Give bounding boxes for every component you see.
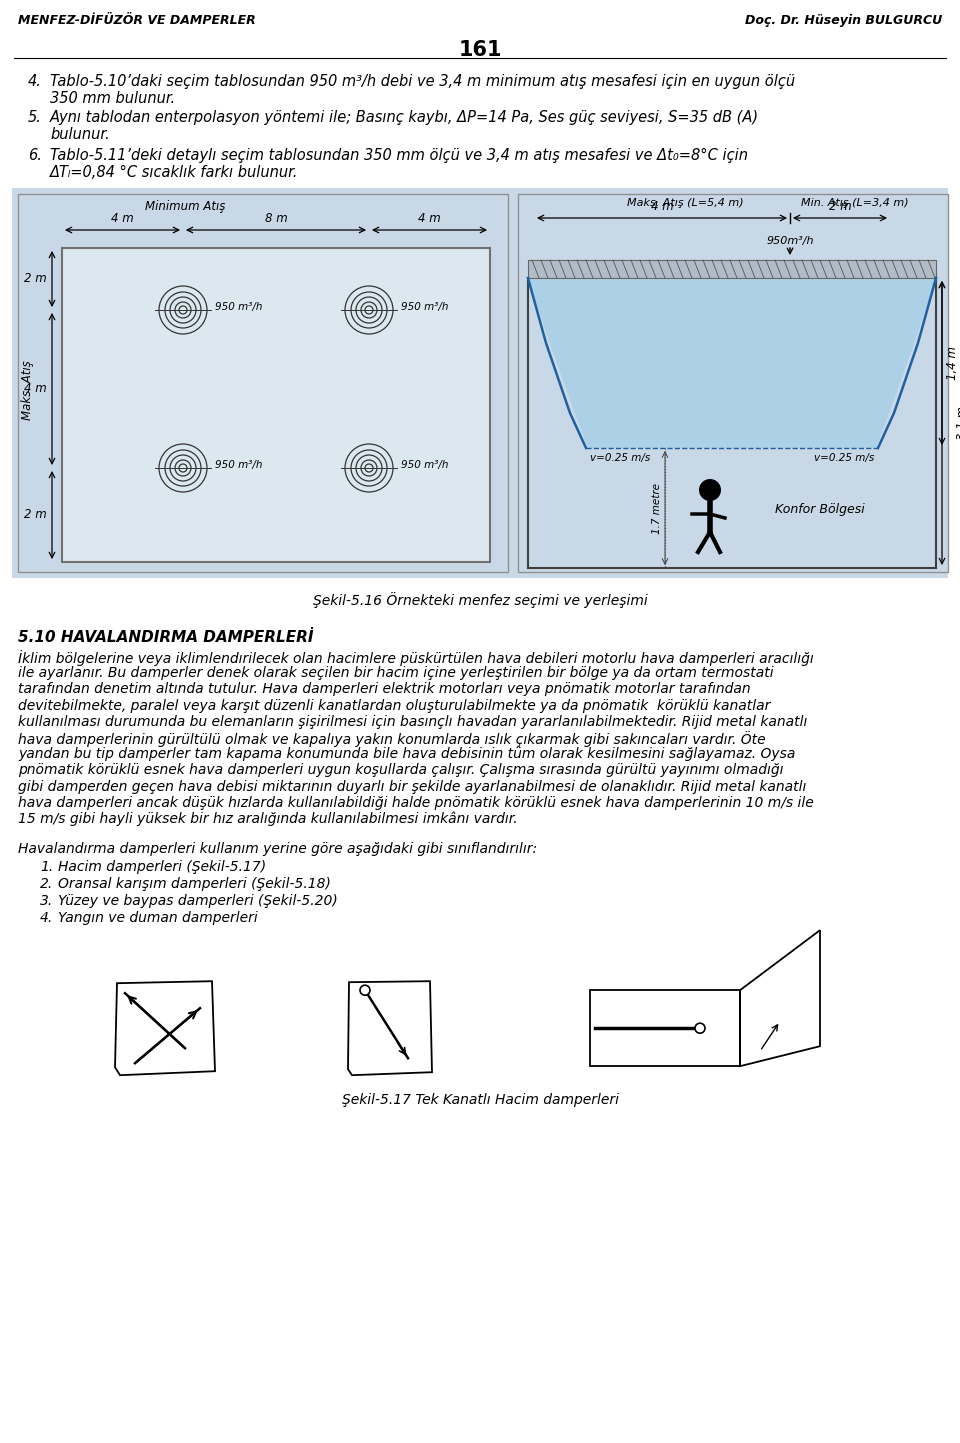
Bar xyxy=(18,193,508,571)
Text: hava damperlerinin gürültülü olmak ve kapalıya yakın konumlarda ıslık çıkarmak g: hava damperlerinin gürültülü olmak ve ka… xyxy=(18,732,766,747)
Bar xyxy=(590,990,740,1066)
Text: 4.: 4. xyxy=(40,911,53,925)
Text: 950 m³/h: 950 m³/h xyxy=(401,302,448,312)
Text: 1.: 1. xyxy=(40,860,53,874)
Text: 2 m: 2 m xyxy=(24,273,47,286)
Circle shape xyxy=(699,479,721,501)
Text: 161: 161 xyxy=(458,40,502,61)
Text: ile ayarlanır. Bu damperler denek olarak seçilen bir hacim içine yerleştirilen b: ile ayarlanır. Bu damperler denek olarak… xyxy=(18,667,774,680)
Text: 4 m: 4 m xyxy=(651,201,673,214)
Text: 950 m³/h: 950 m³/h xyxy=(215,302,262,312)
Text: gibi damperden geçen hava debisi miktarının duyarlı bir şekilde ayarlanabilmesi : gibi damperden geçen hava debisi miktarı… xyxy=(18,779,806,794)
Text: 6.: 6. xyxy=(28,149,42,163)
Bar xyxy=(528,260,936,278)
Text: bulunur.: bulunur. xyxy=(50,127,109,141)
Text: 4.: 4. xyxy=(28,74,42,89)
Text: Konfor Bölgesi: Konfor Bölgesi xyxy=(775,504,865,517)
Text: Hacim damperleri (Şekil-5.17): Hacim damperleri (Şekil-5.17) xyxy=(58,860,266,874)
Text: 5.: 5. xyxy=(28,110,42,126)
Text: 3.: 3. xyxy=(40,895,53,908)
Text: 5.10 HAVALANDIRMA DAMPERLERİ: 5.10 HAVALANDIRMA DAMPERLERİ xyxy=(18,631,314,645)
Text: İklim bölgelerine veya iklimlendırilecek olan hacimlere püskürtülen hava debiler: İklim bölgelerine veya iklimlendırilecek… xyxy=(18,649,814,667)
Text: Maks. Atış: Maks. Atış xyxy=(21,361,35,420)
Text: 4 m: 4 m xyxy=(24,382,47,395)
Text: Havalandırma damperleri kullanım yerine göre aşağıdaki gibi sınıflandırılır:: Havalandırma damperleri kullanım yerine … xyxy=(18,843,538,856)
Text: v=0.25 m/s: v=0.25 m/s xyxy=(590,453,650,463)
Text: 350 mm bulunur.: 350 mm bulunur. xyxy=(50,91,175,105)
Text: tarafından denetim altında tutulur. Hava damperleri elektrik motorları veya pnöm: tarafından denetim altında tutulur. Hava… xyxy=(18,683,751,697)
Text: Tablo-5.10’daki seçim tablosundan 950 m³/h debi ve 3,4 m minimum atış mesafesi i: Tablo-5.10’daki seçim tablosundan 950 m³… xyxy=(50,74,795,89)
Text: hava damperleri ancak düşük hızlarda kullanılabildiği halde pnömatik körüklü esn: hava damperleri ancak düşük hızlarda kul… xyxy=(18,795,814,810)
Text: Şekil-5.16 Örnekteki menfez seçimi ve yerleşimi: Şekil-5.16 Örnekteki menfez seçimi ve ye… xyxy=(313,592,647,608)
Bar xyxy=(12,188,948,579)
Circle shape xyxy=(360,986,370,996)
Text: Yangın ve duman damperleri: Yangın ve duman damperleri xyxy=(58,911,257,925)
Bar xyxy=(518,193,948,571)
Text: devitebilmekte, paralel veya karşıt düzenli kanatlardan oluşturulabilmekte ya da: devitebilmekte, paralel veya karşıt düze… xyxy=(18,698,770,713)
Text: 2 m: 2 m xyxy=(24,508,47,521)
Text: Aynı tablodan enterpolasyon yöntemi ile; Basınç kaybı, ΔP=14 Pa, Ses güç seviyes: Aynı tablodan enterpolasyon yöntemi ile;… xyxy=(50,110,759,126)
Text: pnömatik körüklü esnek hava damperleri uygun koşullarda çalışır. Çalışma sırasın: pnömatik körüklü esnek hava damperleri u… xyxy=(18,763,783,778)
Text: kullanılması durumunda bu elemanların şişirilmesi için basınçlı havadan yararlan: kullanılması durumunda bu elemanların şi… xyxy=(18,714,807,729)
Text: MENFEZ-DİFÜZÖR VE DAMPERLER: MENFEZ-DİFÜZÖR VE DAMPERLER xyxy=(18,14,255,27)
Text: Min. Atış (L=3,4 m): Min. Atış (L=3,4 m) xyxy=(802,198,909,208)
Polygon shape xyxy=(528,278,936,447)
Text: 2.: 2. xyxy=(40,877,53,892)
Text: 4 m: 4 m xyxy=(419,212,441,225)
Text: Oransal karışım damperleri (Şekil-5.18): Oransal karışım damperleri (Şekil-5.18) xyxy=(58,877,331,892)
Text: 950 m³/h: 950 m³/h xyxy=(215,460,262,470)
Text: 950 m³/h: 950 m³/h xyxy=(401,460,448,470)
Text: 2 m: 2 m xyxy=(828,201,852,214)
Text: 3,1 m: 3,1 m xyxy=(956,405,960,440)
Circle shape xyxy=(695,1023,705,1033)
Text: 950m³/h: 950m³/h xyxy=(766,237,814,245)
Text: yandan bu tip damperler tam kapama konumunda bile hava debisinin tüm olarak kesi: yandan bu tip damperler tam kapama konum… xyxy=(18,747,796,762)
Text: 8 m: 8 m xyxy=(265,212,287,225)
Text: Doç. Dr. Hüseyin BULGURCU: Doç. Dr. Hüseyin BULGURCU xyxy=(745,14,942,27)
Text: 1.7 metre: 1.7 metre xyxy=(652,482,662,534)
Text: Şekil-5.17 Tek Kanatlı Hacim damperleri: Şekil-5.17 Tek Kanatlı Hacim damperleri xyxy=(342,1094,618,1107)
Text: Yüzey ve baypas damperleri (Şekil-5.20): Yüzey ve baypas damperleri (Şekil-5.20) xyxy=(58,895,338,908)
Text: Minimum Atış: Minimum Atış xyxy=(145,201,226,214)
Text: v=0.25 m/s: v=0.25 m/s xyxy=(814,453,874,463)
Text: 1,4 m: 1,4 m xyxy=(946,346,959,380)
Text: 4 m: 4 m xyxy=(111,212,133,225)
Bar xyxy=(62,248,490,561)
Text: ΔTₗ=0,84 °C sıcaklık farkı bulunur.: ΔTₗ=0,84 °C sıcaklık farkı bulunur. xyxy=(50,165,299,180)
Text: Maks. Atış (L=5,4 m): Maks. Atış (L=5,4 m) xyxy=(627,198,743,208)
Text: 15 m/s gibi hayli yüksek bir hız aralığında kullanılabilmesi imkânı vardır.: 15 m/s gibi hayli yüksek bir hız aralığı… xyxy=(18,812,517,827)
Text: Tablo-5.11’deki detaylı seçim tablosundan 350 mm ölçü ve 3,4 m atış mesafesi ve : Tablo-5.11’deki detaylı seçim tablosunda… xyxy=(50,149,748,163)
